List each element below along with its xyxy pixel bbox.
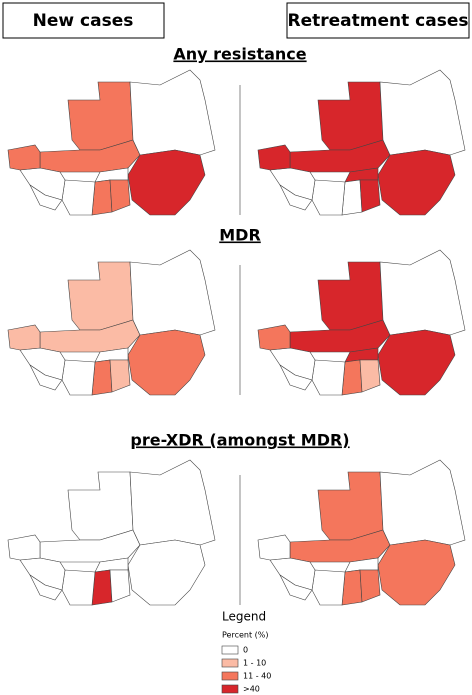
- country: [129, 459, 216, 546]
- country: [257, 144, 291, 171]
- country: [377, 329, 456, 396]
- country: [109, 359, 131, 393]
- country: [317, 261, 384, 331]
- column-header: New cases: [33, 11, 134, 31]
- country: [359, 179, 381, 213]
- section-title: MDR: [219, 226, 261, 245]
- map-panel: [257, 69, 466, 216]
- legend-subtitle: Percent (%): [222, 631, 269, 640]
- country: [127, 539, 206, 606]
- country: [359, 569, 381, 603]
- country: [311, 569, 346, 606]
- legend-label: 0: [243, 646, 248, 655]
- country: [7, 534, 41, 561]
- country: [61, 359, 96, 396]
- country: [379, 249, 466, 336]
- legend-swatch: [221, 671, 239, 681]
- country: [377, 539, 456, 606]
- country: [317, 471, 384, 541]
- country: [7, 324, 41, 351]
- column-header: Retreatment cases: [288, 11, 469, 31]
- header-box: [2, 2, 165, 39]
- legend-swatch: [221, 645, 239, 655]
- section-title: pre-XDR (amongst MDR): [130, 431, 349, 450]
- country: [129, 249, 216, 336]
- country: [129, 69, 216, 156]
- country: [127, 329, 206, 396]
- country: [7, 144, 41, 171]
- country: [311, 179, 346, 216]
- country: [109, 569, 131, 603]
- legend-swatch: [221, 658, 239, 668]
- country: [377, 149, 456, 216]
- country: [109, 179, 131, 213]
- country: [67, 81, 134, 151]
- country: [379, 459, 466, 546]
- map-panel: [257, 249, 466, 396]
- map-panel: [7, 249, 216, 396]
- map-panel: [7, 459, 216, 606]
- country: [61, 569, 96, 606]
- country: [257, 534, 291, 561]
- section-title: Any resistance: [173, 45, 306, 64]
- country: [127, 149, 206, 216]
- legend-label: >40: [243, 685, 260, 694]
- country: [61, 179, 96, 216]
- maps: [7, 69, 466, 606]
- legend-label: 11 - 40: [243, 672, 271, 681]
- map-panel: [257, 459, 466, 606]
- country: [317, 81, 384, 151]
- legend: 0 1 - 10 11 - 40 >40: [221, 645, 271, 694]
- header-box: [286, 2, 470, 39]
- country: [67, 261, 134, 331]
- country: [359, 359, 381, 393]
- country: [257, 324, 291, 351]
- country: [67, 471, 134, 541]
- legend-swatch: [221, 684, 239, 694]
- country: [311, 359, 346, 396]
- country: [379, 69, 466, 156]
- legend-label: 1 - 10: [243, 659, 266, 668]
- legend-title: Legend: [222, 610, 266, 624]
- map-panel: [7, 69, 216, 216]
